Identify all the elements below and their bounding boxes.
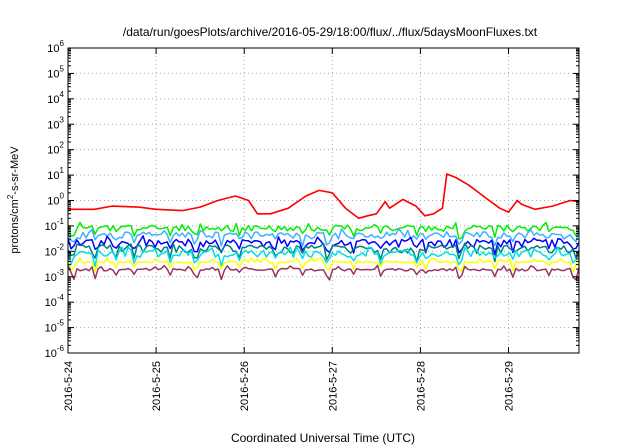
- chart-title: /data/run/goesPlots/archive/2016-05-29/1…: [123, 25, 538, 39]
- y-tick-label: 102: [47, 141, 64, 157]
- series-line-3: [67, 228, 580, 247]
- x-axis: 2016-5-24 2016-5-25 2016-5-26 2016-5-27 2016…: [63, 48, 516, 411]
- y-tick-label: 10-3: [45, 268, 65, 284]
- series-line-2: [67, 221, 580, 240]
- x-tick-label: 2016-5-24: [63, 361, 75, 411]
- x-tick-label: 2016-5-29: [504, 361, 516, 411]
- y-tick-label: 106: [47, 39, 64, 55]
- x-tick-label: 2016-5-25: [151, 361, 163, 411]
- y-axis-label-pre: protons/cm: [9, 199, 21, 253]
- x-axis-label: Coordinated Universal Time (UTC): [231, 431, 415, 445]
- series-line-6: [67, 246, 580, 268]
- y-axis-label-sup: 2: [6, 194, 15, 199]
- series-line-8: [67, 264, 580, 281]
- series-line-7: [67, 257, 580, 273]
- series-line-1: [68, 173, 580, 220]
- y-tick-label: 104: [47, 90, 64, 106]
- y-tick-label: 100: [47, 192, 64, 208]
- y-tick-label: 105: [47, 64, 64, 80]
- grid-lines: [68, 48, 579, 353]
- series-line-5: [67, 242, 580, 263]
- y-tick-label: 10-4: [45, 293, 65, 309]
- series-lines: [67, 173, 580, 281]
- y-axis-label-post: -s-sr-MeV: [9, 146, 21, 195]
- y-tick-label: 10-1: [45, 217, 65, 233]
- y-tick-label: 10-5: [45, 319, 65, 335]
- x-tick-label: 2016-5-26: [239, 361, 251, 411]
- x-tick-label: 2016-5-27: [327, 361, 339, 411]
- x-tick-label: 2016-5-28: [415, 361, 427, 411]
- y-tick-label: 10-2: [45, 242, 65, 258]
- y-tick-label: 101: [47, 166, 64, 182]
- y-tick-label: 10-6: [45, 344, 65, 360]
- y-axis-label: protons/cm2-s-sr-MeV: [6, 146, 21, 254]
- y-tick-label: 103: [47, 115, 64, 131]
- y-axis: 10-6 10-5 10-4 10-3 10-2 10-1 100 101 102 103 104 1…: [45, 39, 579, 360]
